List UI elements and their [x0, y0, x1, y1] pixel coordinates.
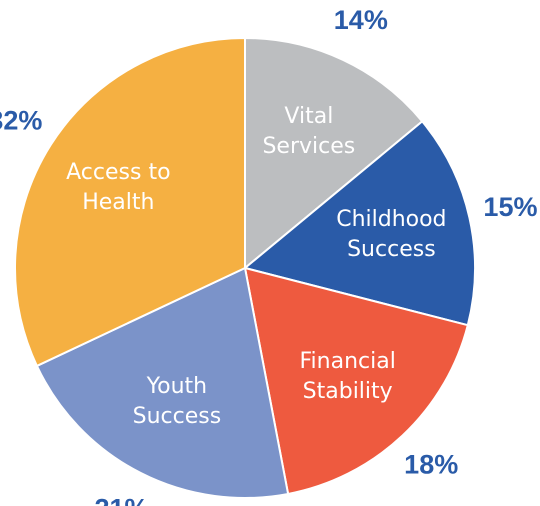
pie-slice: [244, 36, 424, 271]
percent-label: 21%: [94, 493, 148, 506]
slice-label: Access to Health: [66, 159, 171, 215]
percent-label: 32%: [0, 105, 42, 135]
pie-slice: [242, 119, 476, 327]
pie-slice: [14, 36, 246, 368]
percent-label: 15%: [483, 192, 537, 222]
pie-slice: [243, 266, 469, 496]
slice-label: Childhood Success: [336, 207, 447, 263]
slice-label: Youth Success: [132, 373, 222, 429]
percent-label: 14%: [334, 5, 388, 35]
pie-slice: [35, 266, 290, 499]
slice-label: Vital Services: [262, 104, 356, 160]
slice-label: Financial Stability: [299, 349, 396, 405]
percent-label: 18%: [404, 449, 458, 479]
